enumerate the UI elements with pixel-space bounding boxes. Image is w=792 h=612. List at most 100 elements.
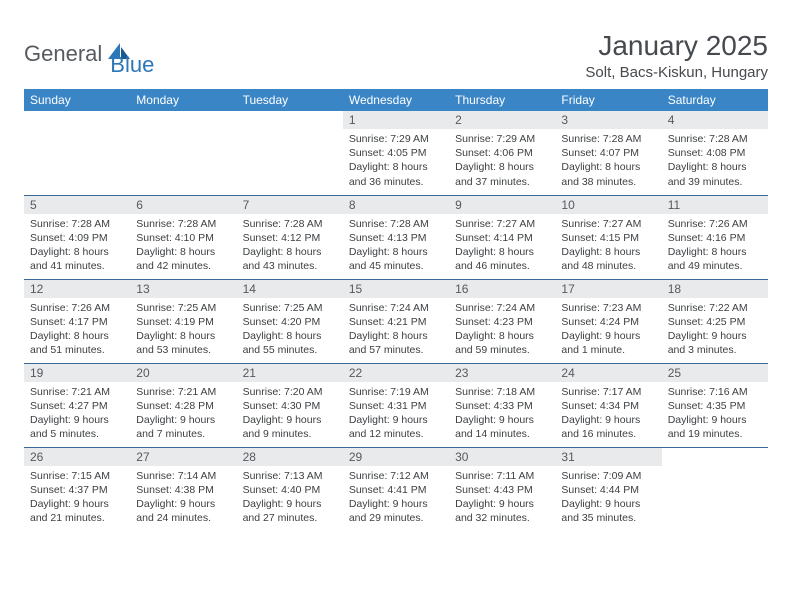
day-number: 24 [555, 364, 661, 382]
calendar-cell: 28Sunrise: 7:13 AMSunset: 4:40 PMDayligh… [237, 447, 343, 531]
day-details: Sunrise: 7:28 AMSunset: 4:07 PMDaylight:… [555, 129, 661, 193]
title-block: January 2025 Solt, Bacs-Kiskun, Hungary [585, 30, 768, 81]
calendar-row: 5Sunrise: 7:28 AMSunset: 4:09 PMDaylight… [24, 195, 768, 279]
calendar-cell: 5Sunrise: 7:28 AMSunset: 4:09 PMDaylight… [24, 195, 130, 279]
day-details: Sunrise: 7:21 AMSunset: 4:28 PMDaylight:… [130, 382, 236, 446]
calendar-body: 1Sunrise: 7:29 AMSunset: 4:05 PMDaylight… [24, 111, 768, 531]
calendar-cell: 21Sunrise: 7:20 AMSunset: 4:30 PMDayligh… [237, 363, 343, 447]
day-number: 18 [662, 280, 768, 298]
day-number: 1 [343, 111, 449, 129]
calendar-cell: 25Sunrise: 7:16 AMSunset: 4:35 PMDayligh… [662, 363, 768, 447]
page-title: January 2025 [585, 30, 768, 62]
dayhdr-thu: Thursday [449, 89, 555, 111]
day-number: 31 [555, 448, 661, 466]
brand-logo: General Blue [24, 30, 154, 78]
day-details: Sunrise: 7:16 AMSunset: 4:35 PMDaylight:… [662, 382, 768, 446]
calendar-cell: 6Sunrise: 7:28 AMSunset: 4:10 PMDaylight… [130, 195, 236, 279]
day-header-row: Sunday Monday Tuesday Wednesday Thursday… [24, 89, 768, 111]
day-number: 14 [237, 280, 343, 298]
calendar-cell [662, 447, 768, 531]
day-details: Sunrise: 7:09 AMSunset: 4:44 PMDaylight:… [555, 466, 661, 530]
day-number: 30 [449, 448, 555, 466]
day-details: Sunrise: 7:11 AMSunset: 4:43 PMDaylight:… [449, 466, 555, 530]
day-details: Sunrise: 7:12 AMSunset: 4:41 PMDaylight:… [343, 466, 449, 530]
calendar-cell: 8Sunrise: 7:28 AMSunset: 4:13 PMDaylight… [343, 195, 449, 279]
day-details: Sunrise: 7:25 AMSunset: 4:19 PMDaylight:… [130, 298, 236, 362]
day-details: Sunrise: 7:19 AMSunset: 4:31 PMDaylight:… [343, 382, 449, 446]
calendar-cell: 24Sunrise: 7:17 AMSunset: 4:34 PMDayligh… [555, 363, 661, 447]
calendar-cell: 22Sunrise: 7:19 AMSunset: 4:31 PMDayligh… [343, 363, 449, 447]
calendar-cell: 13Sunrise: 7:25 AMSunset: 4:19 PMDayligh… [130, 279, 236, 363]
day-number: 23 [449, 364, 555, 382]
day-details: Sunrise: 7:26 AMSunset: 4:16 PMDaylight:… [662, 214, 768, 278]
calendar-cell: 4Sunrise: 7:28 AMSunset: 4:08 PMDaylight… [662, 111, 768, 195]
calendar-table: Sunday Monday Tuesday Wednesday Thursday… [24, 89, 768, 531]
day-details: Sunrise: 7:13 AMSunset: 4:40 PMDaylight:… [237, 466, 343, 530]
dayhdr-tue: Tuesday [237, 89, 343, 111]
calendar-row: 26Sunrise: 7:15 AMSunset: 4:37 PMDayligh… [24, 447, 768, 531]
day-details: Sunrise: 7:17 AMSunset: 4:34 PMDaylight:… [555, 382, 661, 446]
day-details: Sunrise: 7:28 AMSunset: 4:10 PMDaylight:… [130, 214, 236, 278]
day-details: Sunrise: 7:24 AMSunset: 4:21 PMDaylight:… [343, 298, 449, 362]
day-details: Sunrise: 7:29 AMSunset: 4:06 PMDaylight:… [449, 129, 555, 193]
calendar-cell: 18Sunrise: 7:22 AMSunset: 4:25 PMDayligh… [662, 279, 768, 363]
day-number: 17 [555, 280, 661, 298]
calendar-cell: 15Sunrise: 7:24 AMSunset: 4:21 PMDayligh… [343, 279, 449, 363]
calendar-row: 12Sunrise: 7:26 AMSunset: 4:17 PMDayligh… [24, 279, 768, 363]
day-number: 25 [662, 364, 768, 382]
day-number: 9 [449, 196, 555, 214]
calendar-row: 1Sunrise: 7:29 AMSunset: 4:05 PMDaylight… [24, 111, 768, 195]
day-number: 27 [130, 448, 236, 466]
dayhdr-sun: Sunday [24, 89, 130, 111]
day-details: Sunrise: 7:20 AMSunset: 4:30 PMDaylight:… [237, 382, 343, 446]
dayhdr-sat: Saturday [662, 89, 768, 111]
calendar-cell: 10Sunrise: 7:27 AMSunset: 4:15 PMDayligh… [555, 195, 661, 279]
calendar-cell: 31Sunrise: 7:09 AMSunset: 4:44 PMDayligh… [555, 447, 661, 531]
calendar-cell [24, 111, 130, 195]
calendar-row: 19Sunrise: 7:21 AMSunset: 4:27 PMDayligh… [24, 363, 768, 447]
calendar-cell: 23Sunrise: 7:18 AMSunset: 4:33 PMDayligh… [449, 363, 555, 447]
calendar-cell: 20Sunrise: 7:21 AMSunset: 4:28 PMDayligh… [130, 363, 236, 447]
day-number: 4 [662, 111, 768, 129]
day-details: Sunrise: 7:28 AMSunset: 4:12 PMDaylight:… [237, 214, 343, 278]
day-number: 20 [130, 364, 236, 382]
day-number: 10 [555, 196, 661, 214]
day-details: Sunrise: 7:18 AMSunset: 4:33 PMDaylight:… [449, 382, 555, 446]
day-details: Sunrise: 7:27 AMSunset: 4:14 PMDaylight:… [449, 214, 555, 278]
calendar-cell: 30Sunrise: 7:11 AMSunset: 4:43 PMDayligh… [449, 447, 555, 531]
calendar-cell: 1Sunrise: 7:29 AMSunset: 4:05 PMDaylight… [343, 111, 449, 195]
day-details: Sunrise: 7:25 AMSunset: 4:20 PMDaylight:… [237, 298, 343, 362]
calendar-cell: 17Sunrise: 7:23 AMSunset: 4:24 PMDayligh… [555, 279, 661, 363]
day-number: 12 [24, 280, 130, 298]
day-number: 21 [237, 364, 343, 382]
calendar-cell: 16Sunrise: 7:24 AMSunset: 4:23 PMDayligh… [449, 279, 555, 363]
dayhdr-mon: Monday [130, 89, 236, 111]
dayhdr-fri: Friday [555, 89, 661, 111]
day-number: 28 [237, 448, 343, 466]
calendar-cell: 27Sunrise: 7:14 AMSunset: 4:38 PMDayligh… [130, 447, 236, 531]
calendar-cell [130, 111, 236, 195]
header: General Blue January 2025 Solt, Bacs-Kis… [24, 30, 768, 81]
location: Solt, Bacs-Kiskun, Hungary [585, 64, 768, 81]
brand-general: General [24, 41, 102, 67]
day-number: 2 [449, 111, 555, 129]
day-details: Sunrise: 7:22 AMSunset: 4:25 PMDaylight:… [662, 298, 768, 362]
day-number: 13 [130, 280, 236, 298]
day-number: 22 [343, 364, 449, 382]
day-number: 19 [24, 364, 130, 382]
day-details: Sunrise: 7:26 AMSunset: 4:17 PMDaylight:… [24, 298, 130, 362]
day-number: 16 [449, 280, 555, 298]
brand-blue: Blue [110, 52, 154, 78]
day-number: 8 [343, 196, 449, 214]
day-details: Sunrise: 7:28 AMSunset: 4:08 PMDaylight:… [662, 129, 768, 193]
calendar-cell: 3Sunrise: 7:28 AMSunset: 4:07 PMDaylight… [555, 111, 661, 195]
calendar-cell: 26Sunrise: 7:15 AMSunset: 4:37 PMDayligh… [24, 447, 130, 531]
calendar-cell: 11Sunrise: 7:26 AMSunset: 4:16 PMDayligh… [662, 195, 768, 279]
calendar-cell: 14Sunrise: 7:25 AMSunset: 4:20 PMDayligh… [237, 279, 343, 363]
calendar-cell: 12Sunrise: 7:26 AMSunset: 4:17 PMDayligh… [24, 279, 130, 363]
day-number: 7 [237, 196, 343, 214]
day-number: 15 [343, 280, 449, 298]
day-details: Sunrise: 7:15 AMSunset: 4:37 PMDaylight:… [24, 466, 130, 530]
day-number: 6 [130, 196, 236, 214]
day-number: 11 [662, 196, 768, 214]
